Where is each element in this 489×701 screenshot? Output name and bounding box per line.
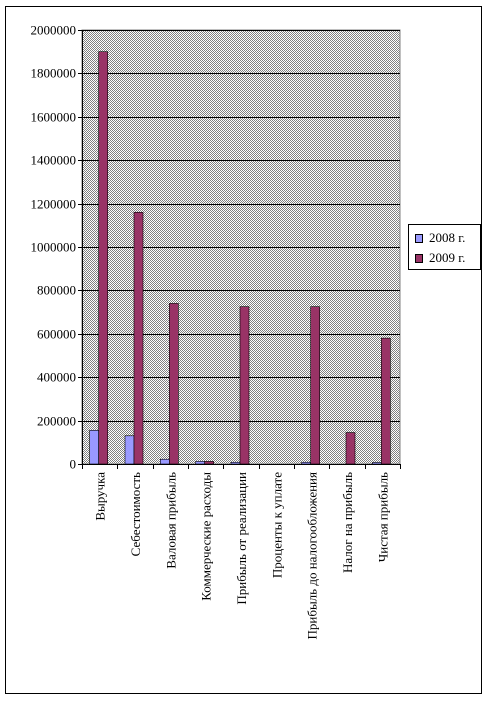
y-tick-label: 800000 <box>37 283 76 298</box>
x-category-label: Коммерческие расходы <box>199 472 214 601</box>
y-tick-label: 1400000 <box>31 153 77 168</box>
legend-label-2008: 2008 г. <box>429 230 466 245</box>
y-tick-label: 200000 <box>37 414 76 429</box>
legend-swatch-2009 <box>415 253 423 263</box>
bar-2008 <box>195 461 205 465</box>
x-category-label: Чистая прибыль <box>375 472 390 562</box>
bar-2009 <box>169 303 179 465</box>
x-category-label: Валовая прибыль <box>163 472 178 569</box>
bar-2008 <box>89 430 99 465</box>
bar-2008 <box>301 461 311 465</box>
x-category-label: Проценты к уплате <box>269 472 284 578</box>
y-tick-label: 1000000 <box>31 240 77 255</box>
legend-item-2008: 2008 г. <box>415 230 465 246</box>
y-tick-label: 1600000 <box>31 110 77 125</box>
bar-2008 <box>124 435 135 465</box>
x-category-label: Налог на прибыль <box>340 472 355 573</box>
x-category-label: Себестоимость <box>128 472 143 556</box>
y-tick-label: 0 <box>70 457 77 472</box>
bar-2009 <box>133 211 144 465</box>
bar-2009 <box>345 432 356 465</box>
x-category-label: Прибыль от реализации <box>234 472 249 605</box>
legend-label-2009: 2009 г. <box>429 250 466 265</box>
bar-2009 <box>310 306 320 465</box>
x-category-label: Прибыль до налогообложения <box>305 472 320 640</box>
bar-2009 <box>239 306 250 465</box>
legend: 2008 г. 2009 г. <box>408 224 481 270</box>
bar-2008 <box>372 462 382 465</box>
y-tick-label: 2000000 <box>31 23 77 38</box>
legend-item-2009: 2009 г. <box>415 250 465 266</box>
bar-2008 <box>160 458 170 465</box>
legend-swatch-2008 <box>415 233 423 243</box>
bar-2009 <box>204 461 214 465</box>
y-tick-label: 400000 <box>37 370 76 385</box>
x-category-label: Выручка <box>93 472 108 521</box>
bar-2008 <box>230 461 241 465</box>
bar-2009 <box>381 337 391 465</box>
y-tick-label: 1800000 <box>31 66 77 81</box>
y-tick-label: 600000 <box>37 327 76 342</box>
y-tick-label: 1200000 <box>31 197 77 212</box>
bar-2009 <box>98 51 108 465</box>
